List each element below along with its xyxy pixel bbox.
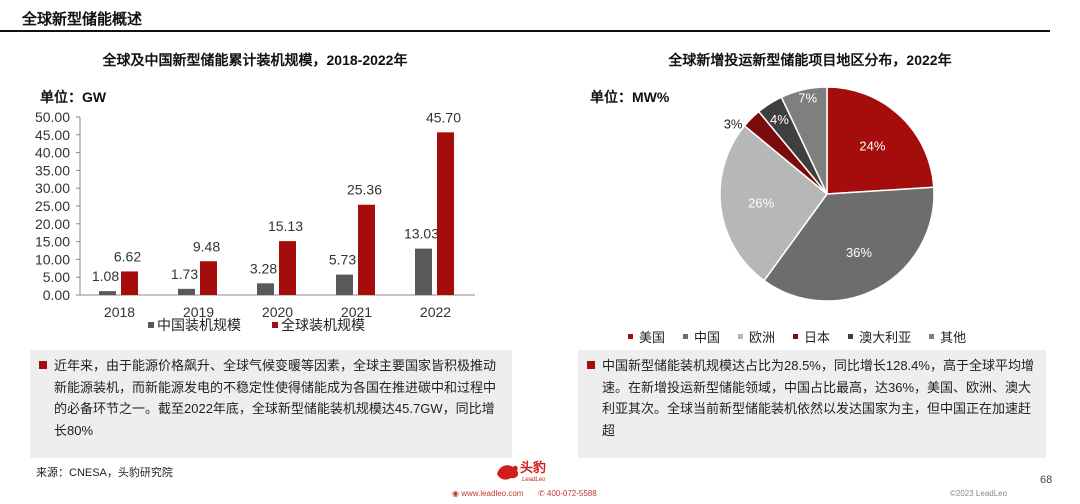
pie-legend-item: 美国 — [628, 327, 665, 346]
legend-label: 美国 — [639, 330, 666, 345]
legend-swatch — [628, 334, 633, 340]
note-right: 中国新型储能装机规模达占比为28.5%，同比增长128.4%，高于全球平均增速。… — [578, 350, 1046, 458]
x-tick-label: 2022 — [420, 304, 451, 320]
note-right-text: 中国新型储能装机规模达占比为28.5%，同比增长128.4%，高于全球平均增速。… — [602, 358, 1034, 438]
logo-subtext: LeadLeo — [522, 477, 546, 483]
left-chart-title-text: 全球及中国新型储能累计装机规模，2018-2022年 — [102, 52, 408, 68]
left-chart-unit: 单位：GW — [40, 89, 107, 105]
pie-legend: 美国 中国 欧洲 日本 澳大利亚 其他 — [628, 327, 1048, 346]
legend-swatch — [683, 334, 689, 340]
legend-label: 日本 — [804, 330, 831, 345]
x-tick-label: 2021 — [341, 304, 372, 320]
pie-data-label: 24% — [859, 139, 885, 154]
footer-website[interactable]: www.leadleo.com — [461, 489, 524, 498]
bar-global — [121, 271, 138, 295]
x-tick-label: 2019 — [183, 304, 214, 320]
bar-china — [257, 283, 274, 295]
pie-data-label: 4% — [770, 112, 789, 127]
bar-china — [99, 291, 116, 295]
note-left-text: 近年来，由于能源价格飙升、全球气候变暖等因素，全球主要国家皆积极推动新能源装机，… — [54, 358, 497, 438]
legend-swatch — [738, 334, 744, 340]
bar-global — [279, 241, 296, 295]
note-bullet-icon — [39, 361, 47, 369]
pie-data-label: 3% — [724, 117, 743, 132]
legend-swatch — [848, 334, 854, 340]
bar-china — [178, 288, 195, 295]
legend-label: 其他 — [940, 330, 967, 345]
bar-data-label: 9.48 — [193, 238, 220, 254]
bar-data-label: 3.28 — [250, 260, 277, 276]
legend-swatch — [929, 334, 935, 340]
pie-data-label: 26% — [748, 195, 774, 210]
x-tick-label: 2020 — [262, 304, 293, 320]
left-chart-title: 全球及中国新型储能累计装机规模，2018-2022年 — [30, 50, 480, 70]
pie-data-label: 7% — [798, 90, 817, 105]
note-bullet-icon — [587, 361, 595, 369]
page-title: 全球新型储能概述 — [22, 11, 143, 28]
legend-label: 中国 — [694, 330, 721, 345]
source-note: 来源：CNESA，头豹研究院 — [36, 467, 173, 479]
pie-data-label: 36% — [846, 245, 872, 260]
bar-global — [437, 132, 454, 295]
leopard-logo-icon: 头豹 LeadLeo — [497, 460, 546, 483]
bar-data-label: 45.70 — [426, 109, 461, 125]
y-tick-label: 0.00 — [43, 287, 70, 303]
pie-legend-item: 日本 — [793, 327, 830, 346]
right-chart-title-text: 全球新增投运新型储能项目地区分布，2022年 — [668, 52, 952, 68]
legend-swatch — [148, 322, 154, 328]
bar-data-label: 13.03 — [404, 226, 439, 242]
title-divider — [0, 30, 1050, 32]
phone-icon: ✆ — [537, 489, 545, 498]
legend-label: 中国装机规模 — [157, 317, 241, 333]
bar-data-label: 5.73 — [329, 252, 356, 268]
right-chart-unit: 单位：MW% — [590, 89, 670, 105]
bar-global — [200, 261, 217, 295]
y-tick-label: 50.00 — [35, 109, 70, 125]
pie-slice — [826, 86, 935, 195]
y-tick-label: 20.00 — [35, 216, 70, 232]
leadleo-logo: 头豹 LeadLeo — [494, 458, 556, 484]
x-tick-label: 2018 — [104, 304, 135, 320]
note-left: 近年来，由于能源价格飙升、全球气候变暖等因素，全球主要国家皆积极推动新能源装机，… — [30, 350, 512, 458]
pie-legend-item: 其他 — [929, 327, 966, 346]
bar-data-label: 15.13 — [268, 218, 303, 234]
legend-label: 全球装机规模 — [281, 317, 365, 333]
pie-legend-item: 澳大利亚 — [848, 327, 911, 346]
logo-text: 头豹 — [520, 460, 546, 475]
right-chart-title: 全球新增投运新型储能项目地区分布，2022年 — [590, 50, 1030, 70]
pie-slice — [719, 124, 829, 282]
legend-swatch — [272, 322, 278, 328]
footer-contact: ◉ www.leadleo.com ✆ 400-072-5588 — [452, 489, 597, 498]
bar-data-label: 25.36 — [347, 182, 382, 198]
page-number: 68 — [1040, 474, 1053, 486]
bar-china — [336, 274, 353, 295]
pie-chart: 24% 36% 26% 3% 4% 7% — [719, 86, 935, 302]
y-tick-label: 15.00 — [35, 234, 70, 250]
y-tick-label: 40.00 — [35, 145, 70, 161]
bar-global — [358, 204, 375, 295]
y-tick-label: 5.00 — [43, 269, 70, 285]
legend-label: 澳大利亚 — [859, 330, 912, 345]
pie-legend-item: 欧洲 — [738, 327, 775, 346]
bar-data-label: 6.62 — [114, 248, 141, 264]
copyright: ©2023 LeadLeo — [950, 489, 1008, 498]
bar-data-label: 1.73 — [171, 266, 198, 282]
pie-legend-item: 中国 — [683, 327, 720, 346]
y-tick-label: 45.00 — [35, 127, 70, 143]
legend-label: 欧洲 — [749, 330, 776, 345]
legend-swatch — [793, 334, 799, 340]
y-tick-label: 10.00 — [35, 251, 70, 267]
pie-slice — [763, 186, 935, 302]
footer-phone: 400-072-5588 — [546, 489, 597, 498]
bar-data-label: 1.08 — [92, 268, 119, 284]
bar-china — [415, 248, 432, 295]
pie-slice — [780, 86, 828, 195]
globe-icon: ◉ — [452, 489, 459, 498]
y-tick-label: 25.00 — [35, 198, 70, 214]
y-tick-label: 30.00 — [35, 180, 70, 196]
y-tick-label: 35.00 — [35, 162, 70, 178]
